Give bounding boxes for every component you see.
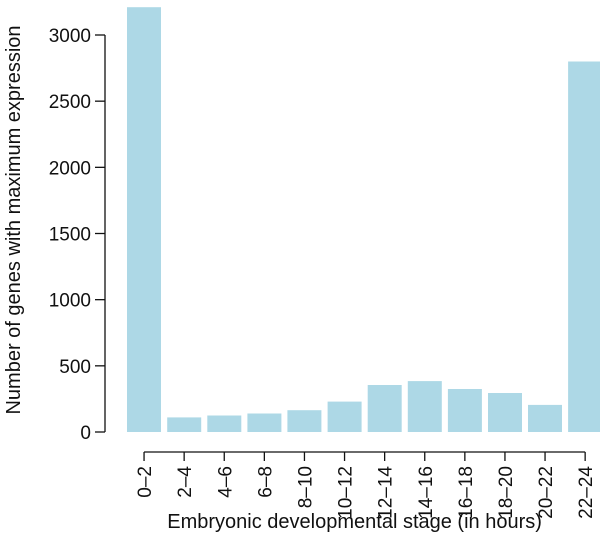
y-axis-title: Number of genes with maximum expression xyxy=(3,25,25,414)
y-tick-label: 3000 xyxy=(49,26,91,47)
bar-4–6 xyxy=(207,415,242,432)
bar-22–24 xyxy=(568,61,600,432)
bar-18–20 xyxy=(488,393,522,432)
x-tick-label: 4–6 xyxy=(215,466,236,498)
bar-0–2 xyxy=(127,7,161,432)
x-axis: 0–2 2–4 4–6 6–8 8–10 10–12 12–14 14–16 16–18 18–2… xyxy=(135,451,597,519)
y-tick-label: 1500 xyxy=(49,225,91,246)
x-tick-label: 14–16 xyxy=(416,466,437,519)
x-tick-label: 6–8 xyxy=(255,466,276,498)
y-tick-label: 1000 xyxy=(49,291,91,312)
bar-6–8 xyxy=(247,413,282,432)
x-tick-label: 12–14 xyxy=(376,466,397,519)
bar-16–18 xyxy=(447,389,482,432)
x-tick-label: 22–24 xyxy=(576,466,597,519)
y-tick-label: 0 xyxy=(80,423,91,444)
y-tick-label: 2000 xyxy=(49,158,91,179)
x-axis-title: Embryonic developmental stage (in hours) xyxy=(167,511,542,533)
y-axis: 0 500 1000 1500 2000 2500 3000 xyxy=(49,26,106,444)
x-tick-label: 2–4 xyxy=(175,466,196,498)
y-tick-label: 2500 xyxy=(49,92,91,113)
bar-8–10 xyxy=(287,410,322,432)
x-tick-label: 16–18 xyxy=(456,466,477,519)
bar-2–4 xyxy=(167,417,202,432)
x-tick-label: 20–22 xyxy=(536,466,557,519)
x-tick-label: 0–2 xyxy=(135,466,156,498)
x-tick-label: 18–20 xyxy=(496,466,517,519)
x-tick-label: 8–10 xyxy=(295,466,316,508)
bar-10–12 xyxy=(327,401,362,432)
y-tick-label: 500 xyxy=(59,357,91,378)
x-tick-label: 10–12 xyxy=(336,466,357,519)
bar-20–22 xyxy=(528,404,562,432)
bar-12–14 xyxy=(367,385,402,432)
bars xyxy=(127,7,600,432)
bar-14–16 xyxy=(407,381,442,432)
